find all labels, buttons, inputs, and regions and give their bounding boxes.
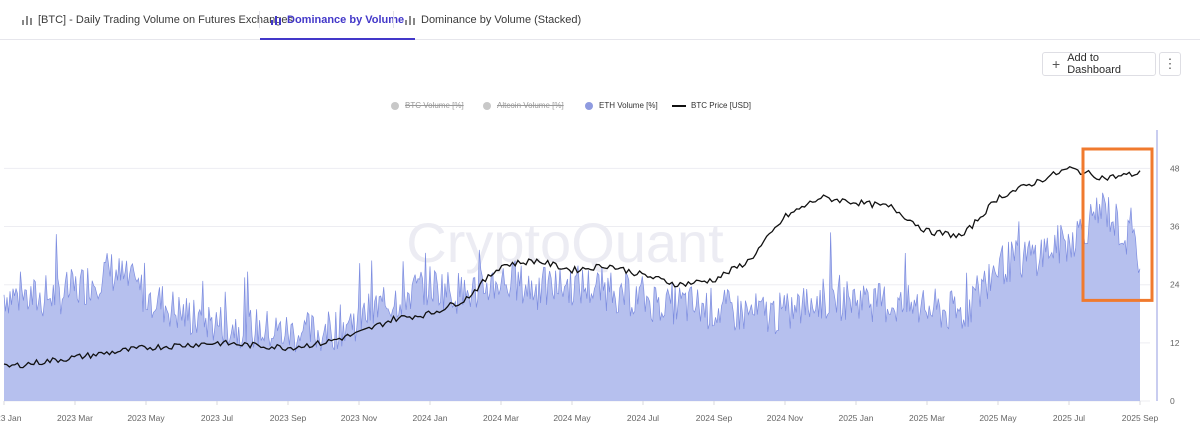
x-tick-label: 2025 Mar [909,413,945,423]
tab-daily-trading-volume[interactable]: [BTC] - Daily Trading Volume on Futures … [22,0,293,39]
add-to-dashboard-label: Add to Dashboard [1067,52,1122,76]
y-tick-label: 0 [1170,396,1175,406]
kebab-menu-icon: ⋮ [1163,56,1177,71]
tab-label: Dominance by Volume (Stacked) [421,13,582,26]
y-axis-ticks: 0 12 24 36 48 [1170,163,1180,406]
tab-dominance-by-volume[interactable]: Dominance by Volume [260,0,416,40]
x-tick-label: 2025 Sep [1122,413,1159,423]
legend-label: Altcoin Volume [%] [497,101,564,110]
x-tick-label: 2024 Nov [767,413,804,423]
tab-dominance-by-volume-stacked[interactable]: Dominance by Volume (Stacked) [405,0,581,39]
x-tick-label: 2024 Sep [696,413,733,423]
x-tick-label: 2025 Jan [839,413,874,423]
legend-label: BTC Volume [%] [405,101,464,110]
plus-icon: + [1052,56,1061,72]
x-tick-label: 2023 Mar [57,413,93,423]
chart-legend: BTC Volume [%] Altcoin Volume [%] ETH Vo… [0,101,1200,119]
x-tick-label: 2024 Jul [627,413,659,423]
legend-item-eth-volume[interactable]: ETH Volume [%] [585,101,658,110]
tab-bar: [BTC] - Daily Trading Volume on Futures … [0,0,1200,40]
x-tick-label: 2023 Sep [270,413,307,423]
tab-divider [393,11,394,28]
watermark: CryptoQuant [406,211,724,274]
legend-line-icon [672,104,686,107]
tab-label: Dominance by Volume [287,13,405,26]
bar-chart-icon [271,15,283,25]
legend-dot-icon [483,101,491,110]
btc-price-line [3,165,1141,369]
legend-dot-icon [585,101,593,110]
legend-item-btc-volume[interactable]: BTC Volume [%] [391,101,464,110]
x-tick-label: 2024 May [553,413,591,423]
tab-divider [259,11,260,28]
x-tick-label: 2025 Jul [1053,413,1085,423]
eth-volume-line [3,192,1141,353]
legend-item-altcoin-volume[interactable]: Altcoin Volume [%] [483,101,564,110]
x-tick-label: 2023 Jul [201,413,233,423]
x-tick-label: 2024 Mar [483,413,519,423]
y-tick-label: 36 [1170,222,1180,232]
legend-label: ETH Volume [%] [599,101,658,110]
x-tick-label: 2024 Jan [413,413,448,423]
x-tick-label: 2023 Nov [341,413,378,423]
legend-item-btc-price[interactable]: BTC Price [USD] [672,101,751,110]
highlight-box [1081,147,1154,302]
y-tick-label: 24 [1170,280,1180,290]
y-tick-label: 12 [1170,338,1180,348]
y-tick-label: 48 [1170,163,1180,173]
tab-label: [BTC] - Daily Trading Volume on Futures … [38,13,293,26]
legend-dot-icon [391,101,399,110]
bar-chart-icon [405,15,417,25]
add-to-dashboard-button[interactable]: + Add to Dashboard [1042,52,1156,76]
legend-label: BTC Price [USD] [691,101,752,110]
x-tick-label: 2025 May [979,413,1017,423]
more-options-button[interactable]: ⋮ [1159,52,1181,76]
x-tick-label: 2023 May [127,413,165,423]
bar-chart-icon [22,15,34,25]
eth-volume-area [4,192,1140,401]
x-tick-label: 2023 Jan [0,413,22,423]
x-axis-ticks: 2023 Jan 2023 Mar 2023 May 2023 Jul 2023 Sep… [0,401,1158,423]
